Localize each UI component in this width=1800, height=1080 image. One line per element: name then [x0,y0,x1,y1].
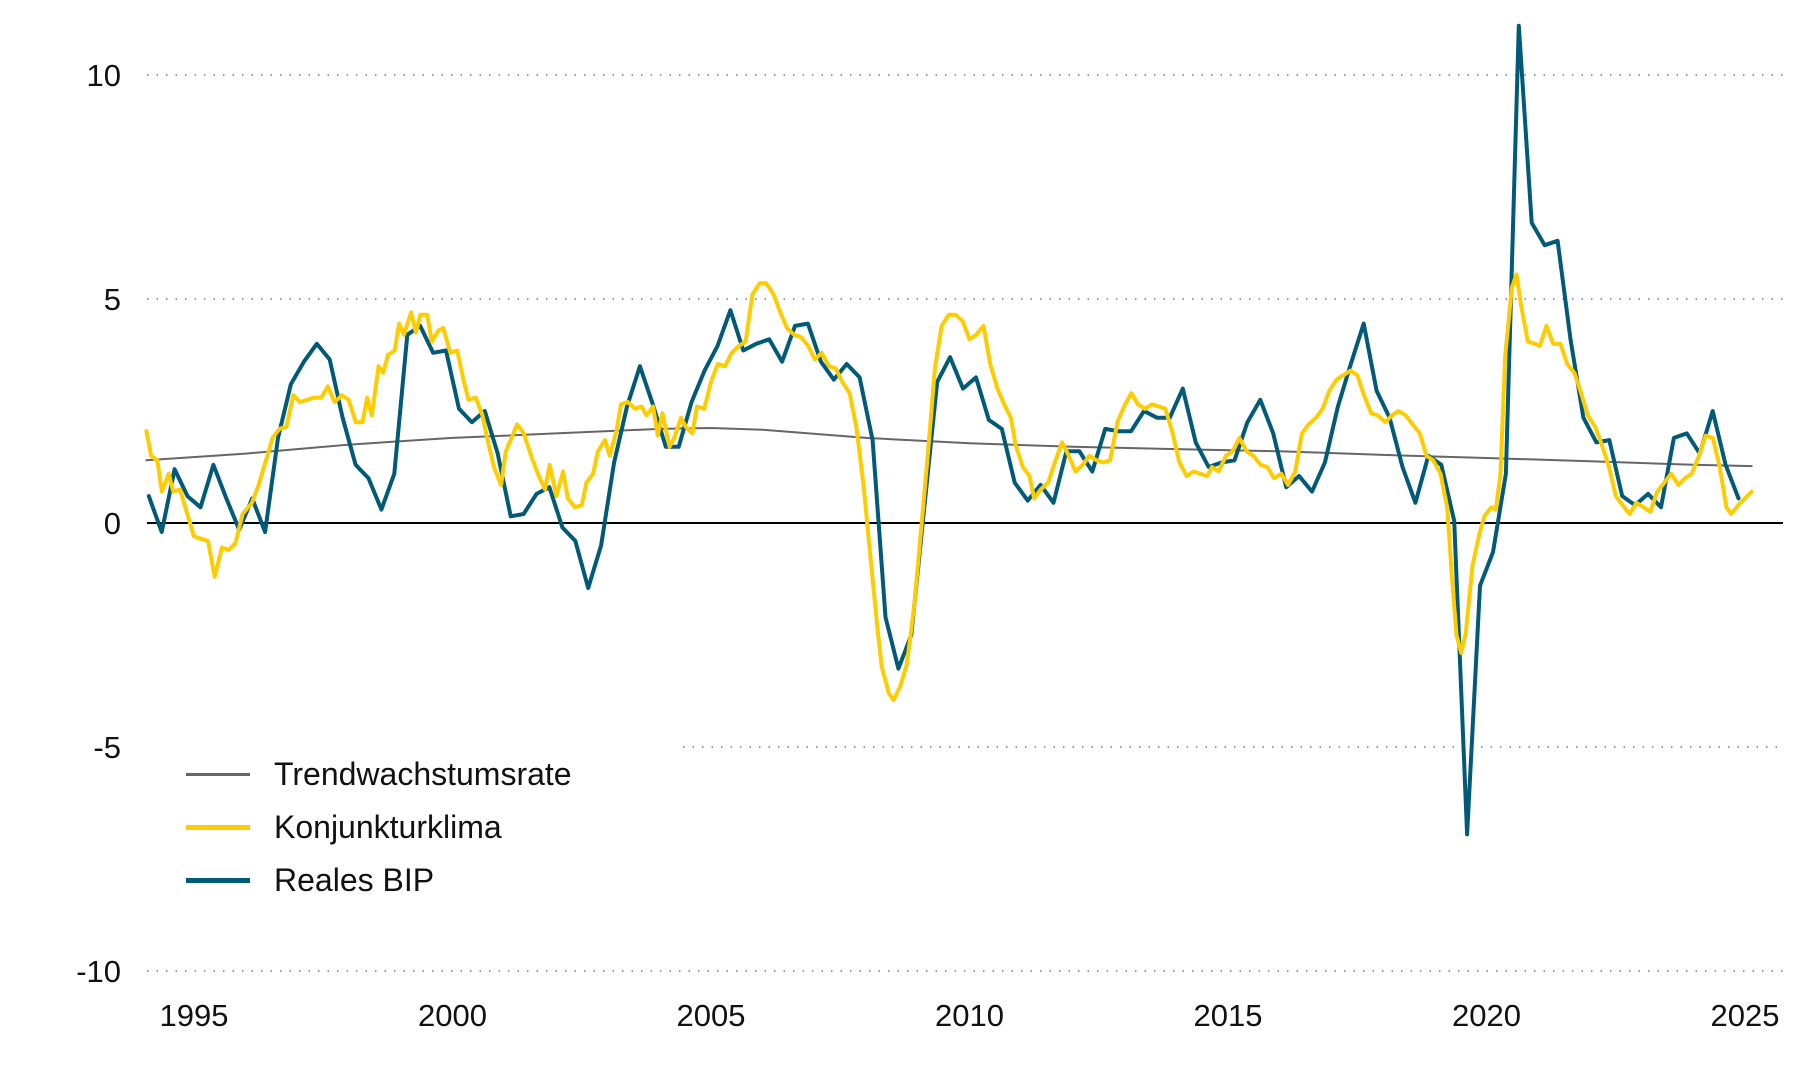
series-line-konjunkturklima [144,272,1754,702]
legend-swatch-konjunkturklima [186,825,250,830]
y-tick-label: -5 [93,730,121,765]
gridlines [147,74,1783,972]
y-tick-label: 5 [104,282,121,317]
legend-item-trend: Trendwachstumsrate [186,748,572,801]
y-tick-label: 0 [104,506,121,541]
legend-label-trend: Trendwachstumsrate [274,756,572,792]
series-lines [144,23,1754,837]
x-tick-label: 2015 [1194,998,1263,1033]
y-axis-ticks: 10 5 0 -5 -10 [76,58,121,989]
x-tick-label: 2025 [1711,998,1780,1033]
legend-swatch-reales-bip [186,878,250,883]
y-tick-label: -10 [76,954,121,989]
legend-label-reales-bip: Reales BIP [274,862,435,898]
legend-swatch-trend [186,773,250,776]
legend: Trendwachstumsrate Konjunkturklima Reale… [186,748,572,907]
x-axis-ticks: 1995 2000 2005 2010 2015 2020 2025 [160,998,1780,1033]
legend-item-konjunkturklima: Konjunkturklima [186,801,572,854]
legend-item-reales-bip: Reales BIP [186,854,572,907]
y-tick-label: 10 [87,58,121,93]
series-line-trendwachstumsrate [145,427,1753,468]
x-tick-label: 1995 [160,998,229,1033]
x-tick-label: 2005 [677,998,746,1033]
legend-label-konjunkturklima: Konjunkturklima [274,809,502,845]
x-tick-label: 2020 [1452,998,1521,1033]
x-tick-label: 2010 [935,998,1004,1033]
series-line-reales-bip [146,23,1741,837]
x-tick-label: 2000 [418,998,487,1033]
